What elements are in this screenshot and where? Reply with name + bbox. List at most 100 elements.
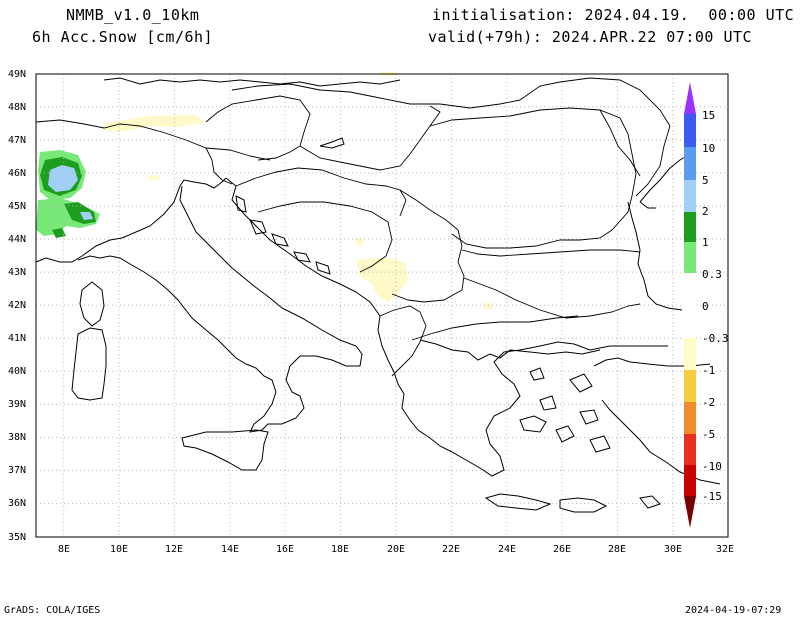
snow-east	[484, 303, 492, 309]
colorbar-label: -10	[702, 460, 722, 473]
colorbar-seg-m10	[684, 465, 696, 496]
snow-alps-blue	[48, 165, 78, 192]
border-alps-ch	[35, 119, 271, 161]
lon-label: 8E	[58, 544, 70, 555]
lat-label: 46N	[8, 168, 26, 179]
lat-label: 44N	[8, 234, 26, 245]
longitude-labels: 8E 10E 12E 14E 16E 18E 20E 22E 24E 26E 2…	[58, 544, 734, 555]
colorbar-seg-10	[684, 147, 696, 180]
colorbar-seg-m03	[684, 338, 696, 370]
snow-southwest-dark	[52, 228, 66, 238]
border-albania-mk	[379, 305, 427, 377]
border-greece-north	[411, 315, 579, 341]
lat-label: 35N	[8, 532, 26, 543]
border-hungary	[299, 105, 441, 171]
black-sea-coast	[627, 153, 691, 311]
colorbar-seg-2	[684, 212, 696, 242]
lat-label: 43N	[8, 267, 26, 278]
lat-label: 41N	[8, 333, 26, 344]
colorbar-label: -0.3	[702, 332, 729, 345]
border-austria	[205, 95, 311, 161]
lat-label: 39N	[8, 399, 26, 410]
lat-label: 40N	[8, 366, 26, 377]
lon-label: 10E	[110, 544, 128, 555]
balkan-coast	[225, 177, 668, 477]
north-coast-europe	[103, 77, 401, 87]
colorbar-seg-1	[684, 242, 696, 273]
lon-label: 26E	[553, 544, 571, 555]
lon-label: 18E	[331, 544, 349, 555]
lake-balaton	[319, 137, 345, 149]
lon-label: 30E	[664, 544, 682, 555]
snow-west-blue	[80, 212, 93, 220]
lon-label: 32E	[716, 544, 734, 555]
colorbar-label: 15	[702, 109, 715, 122]
colorbar-label: -15	[702, 490, 722, 503]
lat-label: 38N	[8, 432, 26, 443]
lon-label: 14E	[221, 544, 239, 555]
colorbar: 15 10 5 2 1 0.3 0 -0.3 -1 -2 -5 -10 -15	[684, 82, 729, 528]
colorbar-label: 1	[702, 236, 709, 249]
snow-alps-north	[104, 115, 205, 132]
valid-time: valid(+79h): 2024.APR.22 07:00 UTC	[428, 28, 753, 46]
adriatic-islands	[235, 195, 331, 275]
colorbar-seg-5	[684, 180, 696, 212]
colorbar-seg-m1	[684, 370, 696, 402]
colorbar-seg-15	[684, 114, 696, 147]
sicily	[181, 429, 269, 471]
borders	[35, 77, 671, 377]
colorbar-label: 0	[702, 300, 709, 313]
init-time: initialisation: 2024.04.19. 00:00 UTC	[432, 6, 795, 24]
border-ukraine-md	[519, 77, 671, 197]
lat-label: 48N	[8, 102, 26, 113]
lon-label: 20E	[387, 544, 405, 555]
border-croatia	[235, 167, 407, 217]
lon-label: 24E	[498, 544, 516, 555]
lon-label: 12E	[165, 544, 183, 555]
lon-label: 16E	[276, 544, 294, 555]
border-it-slo	[205, 147, 233, 185]
latitude-labels: 49N 48N 47N 46N 45N 44N 43N 42N 41N 40N …	[8, 69, 26, 543]
footer-grads: GrADS: COLA/IGES	[4, 605, 101, 616]
sardinia	[71, 327, 107, 401]
crete	[484, 493, 552, 511]
border-serbia	[391, 189, 465, 303]
border-czech-sk	[231, 83, 521, 109]
colorbar-label: 5	[702, 174, 709, 187]
snow-alps-small	[148, 175, 160, 180]
border-romania	[429, 107, 637, 249]
lat-label: 37N	[8, 465, 26, 476]
colorbar-seg-03	[684, 273, 696, 338]
colorbar-seg-m2	[684, 402, 696, 434]
footer-timestamp: 2024-04-19-07:29	[685, 605, 782, 616]
colorbar-label: 0.3	[702, 268, 722, 281]
border-bulgaria	[461, 249, 641, 319]
snow-balkans	[356, 258, 408, 302]
colorbar-label: 2	[702, 205, 709, 218]
colorbar-label: 10	[702, 142, 715, 155]
corsica	[79, 281, 105, 327]
colorbar-label: -1	[702, 364, 715, 377]
greece-islands	[519, 367, 661, 513]
lat-label: 49N	[8, 69, 26, 80]
lat-label: 42N	[8, 300, 26, 311]
colorbar-label: -5	[702, 428, 715, 441]
coastlines	[35, 77, 721, 513]
variable-title: 6h Acc.Snow [cm/6h]	[32, 28, 214, 46]
gridlines	[36, 74, 728, 537]
lon-label: 28E	[608, 544, 626, 555]
lat-label: 47N	[8, 135, 26, 146]
colorbar-seg-m5	[684, 434, 696, 465]
colorbar-label: -2	[702, 396, 715, 409]
border-east	[599, 109, 656, 209]
colorbar-bottom-arrow	[684, 496, 696, 528]
lat-label: 45N	[8, 201, 26, 212]
model-title: NMMB_v1.0_10km	[66, 6, 200, 24]
map-frame	[35, 73, 729, 538]
snow-balkans-small	[355, 238, 363, 245]
colorbar-top-arrow	[684, 82, 696, 114]
lat-label: 36N	[8, 498, 26, 509]
italy-coast	[35, 177, 363, 433]
border-bosnia	[257, 201, 393, 273]
